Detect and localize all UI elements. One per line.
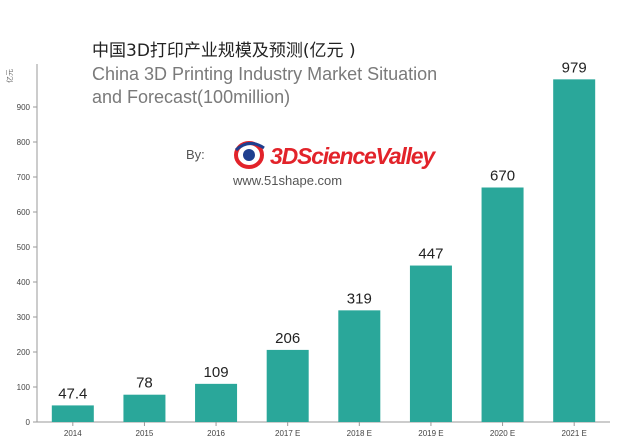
y-tick-label: 300: [17, 313, 31, 322]
y-tick-label: 800: [17, 138, 31, 147]
bar: [123, 394, 166, 422]
company-logo: 3DScienceValley: [214, 140, 435, 170]
x-tick-label: 2017 E: [275, 429, 300, 438]
x-tick-label: 2020 E: [490, 429, 515, 438]
x-tick-label: 2015: [136, 429, 154, 438]
x-tick-label: 2021 E: [562, 429, 587, 438]
x-tick-label: 2019 E: [418, 429, 443, 438]
data-label: 206: [275, 330, 300, 347]
y-tick-label: 100: [17, 383, 31, 392]
bar: [553, 79, 596, 422]
bar: [51, 405, 94, 422]
chart-subtitle-line-2: and Forecast(100million): [92, 87, 291, 107]
data-label: 319: [347, 290, 372, 307]
logo-swirl-icon: [234, 141, 265, 169]
x-tick-label: 2018 E: [347, 429, 372, 438]
chart-subtitle-line-1: China 3D Printing Industry Market Situat…: [92, 64, 438, 84]
attribution: By: 3DScienceValley www.51shape.com: [186, 138, 435, 198]
x-tick-label: 2016: [207, 429, 225, 438]
data-label: 670: [490, 168, 515, 185]
y-tick-label: 200: [17, 348, 31, 357]
bar: [338, 310, 381, 422]
y-tick-label: 600: [17, 208, 31, 217]
chart-bars: [51, 79, 596, 422]
data-label: 78: [136, 375, 153, 392]
by-label: By:: [186, 147, 205, 162]
y-tick-label: 900: [17, 103, 31, 112]
bar: [409, 265, 452, 422]
website-text: www.51shape.com: [233, 173, 343, 188]
chart-subtitle: China 3D Printing Industry Market Situat…: [92, 63, 492, 109]
bar: [481, 187, 524, 422]
data-label: 47.4: [58, 385, 87, 402]
y-tick-label: 500: [17, 243, 31, 252]
logo-text: 3DScienceValley: [270, 143, 435, 169]
data-label: 979: [562, 59, 587, 76]
data-label: 447: [418, 246, 443, 263]
y-axis-label: 亿元: [5, 69, 14, 83]
data-label: 109: [204, 364, 229, 381]
y-tick-label: 0: [26, 418, 31, 427]
chart-title: 中国3D打印产业规模及预测(亿元 ): [92, 41, 356, 61]
x-tick-label: 2014: [64, 429, 82, 438]
bar: [195, 383, 238, 422]
y-tick-label: 400: [17, 278, 31, 287]
y-tick-label: 700: [17, 173, 31, 182]
bar: [266, 349, 309, 422]
chart-labels: 2014 47.4 2015 78 2016 109 2017 E 206 2018 E 319 2…: [58, 59, 587, 438]
